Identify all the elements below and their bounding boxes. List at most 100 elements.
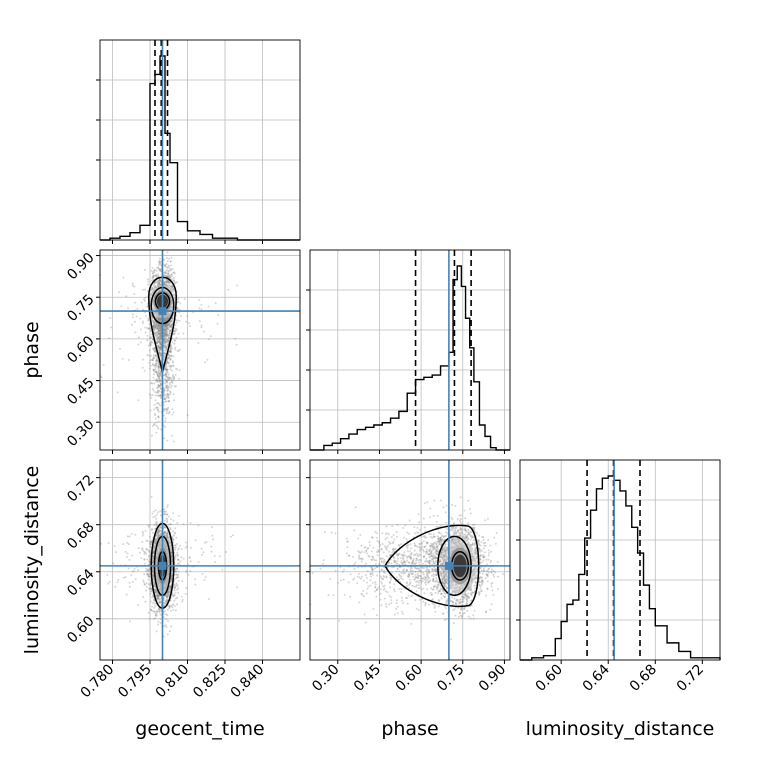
sample-point — [166, 327, 169, 330]
sample-point — [157, 333, 160, 336]
sample-point — [163, 328, 166, 331]
sample-point — [194, 578, 196, 581]
sample-point — [159, 334, 162, 337]
sample-point — [184, 546, 187, 549]
sample-point — [142, 579, 145, 582]
histogram-geocent-time — [100, 55, 300, 241]
sample-point — [166, 608, 169, 611]
sample-point — [163, 354, 166, 357]
sample-point — [159, 324, 162, 326]
sample-point — [158, 337, 160, 340]
sample-point — [163, 340, 166, 343]
sample-point — [166, 318, 169, 321]
sample-point — [194, 583, 197, 586]
sample-point — [154, 355, 157, 358]
sample-point — [157, 362, 160, 365]
sample-point — [171, 347, 173, 350]
sample-point — [149, 592, 152, 595]
sample-point — [152, 389, 155, 392]
sample-point — [155, 424, 157, 427]
sample-point — [149, 327, 152, 330]
sample-point — [163, 437, 166, 440]
sample-point — [164, 333, 166, 336]
sample-point — [170, 321, 172, 324]
sample-point — [168, 630, 171, 633]
sample-point — [151, 382, 154, 385]
sample-point — [165, 412, 168, 415]
sample-point — [155, 356, 158, 359]
sample-point — [172, 288, 175, 290]
sample-point — [158, 369, 160, 372]
y-tick-label: 0.45 — [64, 375, 97, 408]
sample-point — [157, 391, 160, 394]
sample-point — [187, 573, 190, 576]
sample-point — [163, 352, 166, 355]
sample-point — [167, 389, 169, 392]
sample-point — [174, 339, 177, 342]
sample-point — [194, 539, 197, 542]
sample-point — [164, 348, 166, 351]
sample-point — [154, 334, 157, 337]
sample-point — [157, 266, 160, 269]
sample-point — [157, 327, 160, 330]
sample-point — [149, 359, 151, 362]
sample-point — [201, 572, 204, 575]
sample-point — [127, 567, 130, 570]
sample-point — [157, 367, 160, 370]
sample-point — [164, 323, 167, 326]
sample-point — [159, 343, 162, 346]
sample-point — [200, 303, 203, 306]
sample-point — [141, 530, 144, 533]
sample-point — [149, 343, 152, 346]
sample-point — [167, 324, 170, 327]
sample-point — [167, 539, 170, 542]
sample-point — [166, 439, 169, 442]
sample-point — [164, 340, 167, 343]
sample-point — [169, 358, 172, 361]
sample-point — [172, 530, 175, 533]
sample-point — [157, 402, 160, 404]
sample-point — [156, 281, 159, 284]
sample-point — [148, 587, 151, 590]
sample-point — [168, 364, 171, 367]
sample-point — [185, 320, 188, 323]
sample-point — [158, 346, 161, 349]
sample-point — [149, 590, 152, 593]
sample-point — [167, 334, 170, 337]
sample-point — [163, 602, 166, 605]
sample-point — [154, 370, 157, 373]
sample-point — [170, 347, 172, 350]
sample-point — [167, 406, 170, 409]
sample-point — [157, 318, 160, 321]
sample-point — [168, 337, 171, 340]
sample-point — [158, 282, 161, 285]
sample-point — [145, 585, 148, 588]
sample-point — [154, 591, 157, 594]
sample-point — [157, 337, 159, 340]
sample-point — [148, 337, 151, 340]
sample-point — [173, 279, 176, 282]
sample-point — [147, 327, 150, 330]
sample-point — [151, 359, 154, 362]
sample-point — [155, 336, 158, 339]
sample-point — [189, 546, 192, 549]
sample-point — [155, 406, 158, 409]
sample-point — [156, 513, 158, 516]
sample-point — [122, 576, 125, 579]
sample-point — [158, 377, 160, 380]
sample-point — [157, 415, 160, 418]
sample-point — [152, 423, 155, 426]
sample-point — [153, 281, 156, 284]
sample-point — [150, 315, 153, 318]
sample-point — [163, 271, 166, 274]
sample-point — [167, 316, 170, 319]
sample-point — [160, 325, 163, 328]
sample-point — [163, 408, 166, 411]
sample-point — [198, 320, 201, 323]
sample-point — [156, 336, 159, 339]
sample-point — [124, 550, 127, 553]
sample-point — [167, 373, 170, 376]
sample-point — [149, 336, 152, 339]
sample-point — [174, 548, 177, 551]
sample-point — [120, 305, 123, 308]
